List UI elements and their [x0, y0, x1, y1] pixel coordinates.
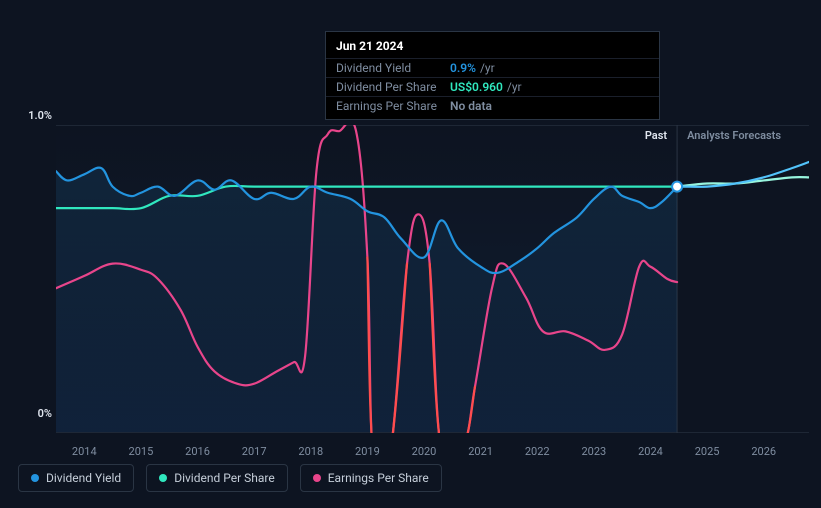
chart-tooltip: Jun 21 2024 Dividend Yield0.9%/yrDividen… [325, 31, 660, 120]
legend-label: Dividend Per Share [174, 471, 275, 485]
x-axis-tick-label: 2018 [298, 445, 323, 458]
tooltip-row: Dividend Per ShareUS$0.960/yr [326, 77, 659, 96]
x-axis-tick-label: 2014 [72, 445, 97, 458]
x-axis-tick-label: 2015 [129, 445, 154, 458]
legend-dot-icon [159, 474, 167, 482]
past-region-label: Past [645, 129, 668, 142]
legend-label: Earnings Per Share [328, 471, 429, 485]
legend-item[interactable]: Earnings Per Share [300, 464, 442, 492]
x-axis-tick-label: 2020 [412, 445, 437, 458]
chart-legend: Dividend Yield Dividend Per Share Earnings… [18, 464, 442, 492]
x-axis-tick-label: 2024 [638, 445, 663, 458]
legend-dot-icon [31, 474, 39, 482]
chart-plot-area[interactable]: Past Analysts Forecasts [56, 125, 809, 433]
forecast-region-label: Analysts Forecasts [687, 129, 781, 142]
tooltip-metric-value: US$0.960 [450, 80, 503, 94]
legend-item[interactable]: Dividend Yield [18, 464, 134, 492]
y-axis-max-label: 1.0% [28, 109, 52, 122]
tooltip-metric-suffix: /yr [507, 80, 522, 94]
x-axis-tick-label: 2025 [695, 445, 720, 458]
tooltip-date: Jun 21 2024 [326, 36, 659, 58]
x-axis-tick-label: 2021 [468, 445, 493, 458]
tooltip-metric-suffix: /yr [480, 61, 495, 75]
tooltip-metric-value: 0.9% [450, 61, 476, 75]
chart-container: 1.0% 0% Past Analysts Forecasts 2014 2015 2… [0, 105, 821, 460]
tooltip-metric-value: No data [450, 99, 492, 113]
x-axis-tick-label: 2017 [242, 445, 267, 458]
tooltip-row: Dividend Yield0.9% /yr [326, 58, 659, 77]
legend-item[interactable]: Dividend Per Share [146, 464, 288, 492]
x-axis-tick-label: 2019 [355, 445, 380, 458]
x-axis-tick-label: 2022 [525, 445, 550, 458]
y-axis-min-label: 0% [38, 407, 52, 420]
x-axis-tick-label: 2023 [581, 445, 606, 458]
tooltip-metric-label: Earnings Per Share [336, 99, 450, 113]
tooltip-row: Earnings Per ShareNo data [326, 96, 659, 115]
tooltip-metric-label: Dividend Per Share [336, 80, 450, 94]
tooltip-metric-label: Dividend Yield [336, 61, 450, 75]
legend-label: Dividend Yield [46, 471, 121, 485]
x-axis-tick-label: 2016 [185, 445, 210, 458]
x-axis-tick-label: 2026 [751, 445, 776, 458]
legend-dot-icon [313, 474, 321, 482]
